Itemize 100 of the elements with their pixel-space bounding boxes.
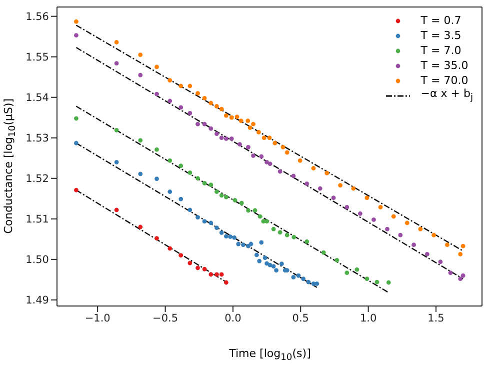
point xyxy=(196,122,200,126)
point xyxy=(271,226,276,232)
point xyxy=(374,280,380,284)
point xyxy=(278,169,282,174)
point xyxy=(311,166,316,170)
point xyxy=(168,98,172,104)
point xyxy=(264,219,269,224)
point xyxy=(301,276,306,282)
point xyxy=(321,250,326,255)
point xyxy=(334,258,340,262)
point xyxy=(292,234,296,240)
x-axis-title: Time [log$_{10}$(s)] xyxy=(228,347,312,364)
point xyxy=(208,220,214,226)
point xyxy=(398,232,403,238)
point xyxy=(188,84,192,88)
point xyxy=(208,182,214,188)
point xyxy=(386,280,391,285)
point xyxy=(219,136,224,140)
point xyxy=(246,208,250,213)
legend-label: T = 3.5 xyxy=(420,29,462,42)
point xyxy=(291,174,296,178)
point xyxy=(188,260,192,266)
point xyxy=(272,140,278,146)
point xyxy=(196,266,200,270)
point xyxy=(418,226,423,232)
point xyxy=(344,204,350,210)
point xyxy=(219,106,224,112)
point xyxy=(324,170,330,176)
x-tick-label: 1.5 xyxy=(428,312,444,324)
point xyxy=(214,272,219,277)
point xyxy=(251,122,256,126)
point xyxy=(259,240,264,245)
point xyxy=(306,280,311,284)
point xyxy=(404,220,410,226)
point xyxy=(202,122,207,126)
point xyxy=(252,208,258,213)
point xyxy=(224,234,228,239)
point xyxy=(248,126,252,130)
point xyxy=(154,92,159,96)
point xyxy=(267,136,272,140)
point xyxy=(114,208,119,212)
point xyxy=(432,232,436,238)
point xyxy=(364,196,370,200)
point xyxy=(238,118,244,124)
point xyxy=(219,272,224,277)
point xyxy=(278,230,282,234)
point xyxy=(196,176,200,181)
point xyxy=(74,19,78,24)
point xyxy=(291,275,296,280)
point xyxy=(274,268,278,273)
point xyxy=(154,64,159,70)
point xyxy=(138,224,143,230)
point xyxy=(258,214,262,219)
point xyxy=(202,96,207,100)
point xyxy=(460,244,466,248)
point xyxy=(208,272,214,277)
legend-label: T = 35.0 xyxy=(420,59,468,72)
point xyxy=(74,140,78,146)
point xyxy=(458,276,463,282)
point xyxy=(208,126,214,131)
point xyxy=(138,172,143,176)
point xyxy=(138,138,143,142)
point xyxy=(448,270,453,275)
point xyxy=(224,113,228,118)
point xyxy=(412,242,416,248)
point xyxy=(264,261,269,266)
point xyxy=(202,181,207,186)
legend-label: T = 7.0 xyxy=(420,44,462,57)
point xyxy=(224,280,228,285)
legend-label: T = 70.0 xyxy=(420,74,468,87)
point xyxy=(391,214,396,219)
point xyxy=(178,253,184,258)
point xyxy=(284,232,290,238)
point xyxy=(74,116,78,121)
point xyxy=(168,158,172,163)
point xyxy=(214,132,219,136)
point xyxy=(331,196,336,200)
point xyxy=(318,186,322,191)
point xyxy=(284,150,290,155)
x-tick-label: 1.0 xyxy=(360,312,377,324)
point xyxy=(364,276,370,282)
point xyxy=(264,160,269,164)
point xyxy=(298,158,302,163)
point xyxy=(208,100,214,106)
y-tick-label: 1.52 xyxy=(26,173,49,186)
point xyxy=(254,252,259,258)
point xyxy=(202,219,207,224)
y-tick-label: 1.53 xyxy=(26,132,49,145)
point xyxy=(229,115,234,120)
point xyxy=(188,208,192,212)
point xyxy=(259,154,264,159)
point xyxy=(279,262,284,266)
point xyxy=(256,130,261,134)
x-tick-label: 0.0 xyxy=(224,312,242,324)
point xyxy=(314,282,320,286)
point xyxy=(202,266,207,272)
point xyxy=(296,273,301,278)
y-tick-label: 1.51 xyxy=(26,214,49,226)
y-tick-label: 1.54 xyxy=(26,92,50,104)
point xyxy=(262,256,268,260)
